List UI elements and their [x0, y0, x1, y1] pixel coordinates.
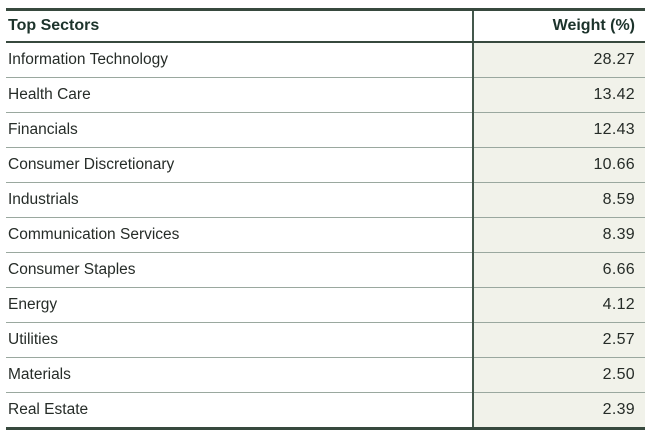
table-body: Information Technology 28.27 Health Care… [6, 42, 645, 430]
weight-value-cell: 8.59 [472, 182, 645, 218]
table-row: Information Technology 28.27 [6, 42, 645, 78]
weight-value-cell: 12.43 [472, 112, 645, 148]
sector-name-cell: Health Care [6, 77, 473, 113]
weight-value-cell: 10.66 [472, 147, 645, 183]
table-header: Top Sectors Weight (%) [6, 8, 645, 43]
column-header-top-sectors: Top Sectors [6, 8, 473, 43]
sector-name-cell: Utilities [6, 322, 473, 358]
sector-name-cell: Consumer Staples [6, 252, 473, 288]
sector-name-cell: Information Technology [6, 42, 473, 78]
table-row: Real Estate 2.39 [6, 392, 645, 430]
weight-value-cell: 8.39 [472, 217, 645, 253]
weight-value-cell: 2.39 [472, 392, 645, 430]
weight-value-cell: 28.27 [472, 42, 645, 78]
table-row: Industrials 8.59 [6, 182, 645, 218]
sector-name-cell: Real Estate [6, 392, 473, 430]
table-row: Financials 12.43 [6, 112, 645, 148]
sector-name-cell: Communication Services [6, 217, 473, 253]
table-row: Consumer Discretionary 10.66 [6, 147, 645, 183]
weight-value-cell: 2.50 [472, 357, 645, 393]
weight-value-cell: 4.12 [472, 287, 645, 323]
sector-name-cell: Financials [6, 112, 473, 148]
table-row: Consumer Staples 6.66 [6, 252, 645, 288]
sector-name-cell: Materials [6, 357, 473, 393]
weight-value-cell: 13.42 [472, 77, 645, 113]
table-row: Energy 4.12 [6, 287, 645, 323]
column-header-weight-percent: Weight (%) [472, 8, 645, 43]
sector-name-cell: Consumer Discretionary [6, 147, 473, 183]
weight-value-cell: 2.57 [472, 322, 645, 358]
table-header-row: Top Sectors Weight (%) [6, 8, 645, 43]
table-row: Utilities 2.57 [6, 322, 645, 358]
weight-value-cell: 6.66 [472, 252, 645, 288]
table-row: Communication Services 8.39 [6, 217, 645, 253]
sector-name-cell: Industrials [6, 182, 473, 218]
table-row: Materials 2.50 [6, 357, 645, 393]
table-row: Health Care 13.42 [6, 77, 645, 113]
top-sectors-table: Top Sectors Weight (%) Information Techn… [6, 8, 645, 430]
top-sectors-table-container: Top Sectors Weight (%) Information Techn… [6, 8, 645, 430]
sector-name-cell: Energy [6, 287, 473, 323]
